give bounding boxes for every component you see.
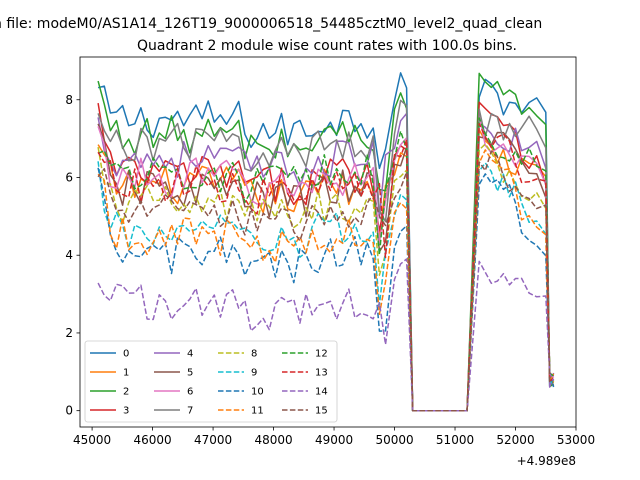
legend-label-13: 13 [315,368,328,379]
y-axis: 0 2 4 6 8 [65,93,80,418]
x-tick-label-4: 49000 [315,433,353,447]
y-tick-label-3: 6 [65,170,73,184]
y-tick-label-2: 4 [65,248,73,262]
x-tick-label-8: 53000 [557,433,595,447]
legend-label-2: 2 [123,387,129,398]
series-line-13 [97,122,555,412]
legend-label-7: 7 [187,406,193,417]
legend-label-4: 4 [187,349,193,360]
y-tick-label-1: 2 [65,326,73,340]
legend-box [84,340,338,423]
y-tick-label-4: 8 [65,93,73,107]
x-tick-label-6: 51000 [436,433,474,447]
series-layer [97,72,555,412]
series-line-7 [97,99,554,412]
legend-label-3: 3 [123,406,129,417]
legend-label-12: 12 [315,349,328,360]
chart-title: Quadrant 2 module wise count rates with … [137,38,517,54]
legend-label-5: 5 [187,368,193,379]
legend-label-9: 9 [251,368,257,379]
series-line-15 [97,150,554,412]
x-tick-label-1: 46000 [133,433,171,447]
legend-label-15: 15 [315,406,328,417]
series-line-14 [97,258,555,412]
x-axis: 45000 46000 47000 48000 49000 50000 51000 52000… [73,427,595,447]
x-tick-label-3: 48000 [254,433,292,447]
x-tick-label-0: 45000 [73,433,111,447]
axes-frame [79,56,577,428]
legend-label-10: 10 [251,387,264,398]
x-tick-label-5: 50000 [375,433,413,447]
legend-label-8: 8 [251,349,257,360]
legend-label-1: 1 [123,368,129,379]
figure-suptitle: n file: modeM0/AS1A14_126T19_9000006518_… [0,16,542,32]
series-line-12 [97,117,555,412]
series-line-10 [97,167,555,412]
y-tick-label-0: 0 [65,404,73,418]
legend-label-14: 14 [315,387,328,398]
legend-label-6: 6 [187,387,193,398]
legend-label-11: 11 [251,406,264,417]
x-tick-label-7: 52000 [496,433,534,447]
x-tick-label-2: 47000 [194,433,232,447]
x-axis-offset-label: +4.989e8 [517,454,576,468]
series-line-2 [97,72,555,412]
legend-label-0: 0 [123,349,129,360]
